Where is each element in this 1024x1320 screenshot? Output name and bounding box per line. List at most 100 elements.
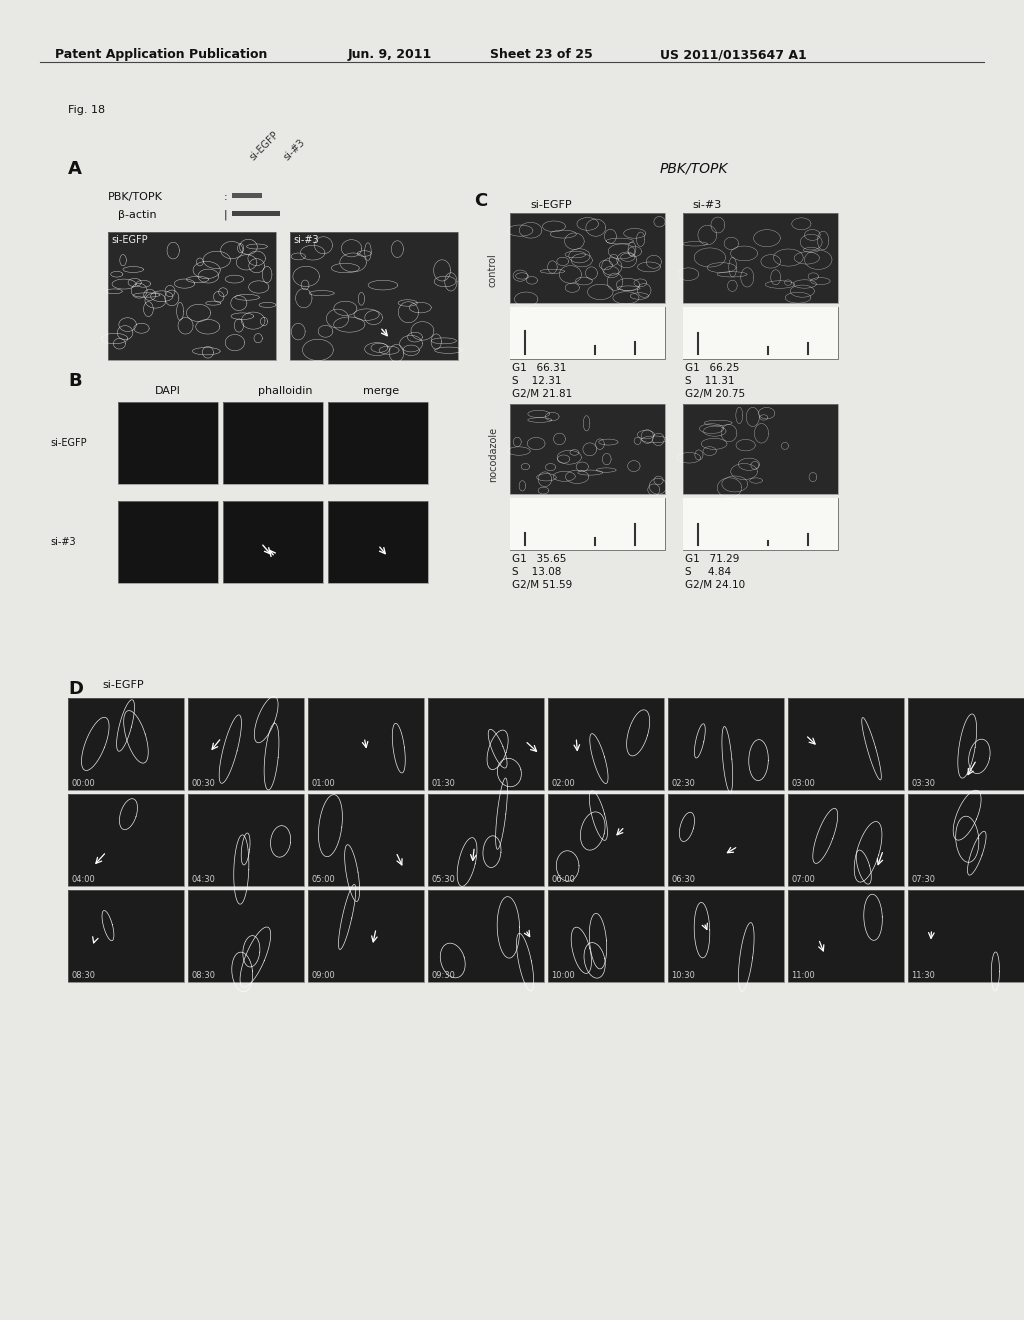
Text: D: D — [68, 680, 83, 698]
Bar — [328, 502, 428, 583]
Text: G1   66.25: G1 66.25 — [685, 363, 739, 374]
Text: G1   66.31: G1 66.31 — [512, 363, 566, 374]
Bar — [108, 232, 276, 360]
Bar — [908, 795, 1024, 886]
Text: 10:30: 10:30 — [671, 972, 695, 979]
Bar — [683, 213, 838, 304]
Bar — [548, 890, 664, 982]
Text: G1   71.29: G1 71.29 — [685, 554, 739, 564]
Text: G2/M 20.75: G2/M 20.75 — [685, 389, 745, 399]
Text: nocodazole: nocodazole — [488, 426, 498, 482]
Text: merge: merge — [362, 385, 399, 396]
Bar — [428, 795, 544, 886]
Bar — [223, 403, 323, 484]
Bar — [510, 308, 665, 359]
Bar — [683, 308, 838, 359]
Text: si-#3: si-#3 — [293, 235, 318, 246]
Text: 10:00: 10:00 — [551, 972, 574, 979]
Text: si-#3: si-#3 — [692, 201, 721, 210]
Bar — [548, 698, 664, 789]
Text: 08:30: 08:30 — [191, 972, 215, 979]
Bar — [118, 502, 218, 583]
Text: G2/M 21.81: G2/M 21.81 — [512, 389, 572, 399]
Text: S    13.08: S 13.08 — [512, 568, 561, 577]
Text: B: B — [68, 372, 82, 389]
Text: β-actin: β-actin — [118, 210, 157, 220]
Bar — [428, 890, 544, 982]
Bar — [908, 698, 1024, 789]
Bar — [223, 403, 323, 484]
Text: Jun. 9, 2011: Jun. 9, 2011 — [348, 48, 432, 61]
Bar — [510, 404, 665, 494]
Bar — [308, 890, 424, 982]
Bar — [548, 698, 664, 789]
Bar — [188, 795, 304, 886]
Text: DAPI: DAPI — [155, 385, 181, 396]
Text: 11:00: 11:00 — [791, 972, 815, 979]
Text: :: : — [224, 191, 227, 202]
Bar — [510, 213, 665, 304]
Text: G2/M 24.10: G2/M 24.10 — [685, 579, 745, 590]
Bar — [548, 795, 664, 886]
Text: si-EGFP: si-EGFP — [102, 680, 143, 690]
Bar — [290, 232, 458, 360]
Text: US 2011/0135647 A1: US 2011/0135647 A1 — [660, 48, 807, 61]
Bar — [108, 232, 276, 360]
Bar — [118, 502, 218, 583]
Bar — [428, 698, 544, 789]
Bar — [428, 890, 544, 982]
Text: 01:30: 01:30 — [431, 779, 455, 788]
Bar — [668, 795, 784, 886]
Bar — [788, 795, 904, 886]
Bar — [788, 795, 904, 886]
Bar — [668, 795, 784, 886]
Text: S     4.84: S 4.84 — [685, 568, 731, 577]
Bar — [290, 232, 458, 360]
Text: control: control — [488, 253, 498, 286]
Bar — [683, 213, 838, 304]
Bar — [548, 890, 664, 982]
Text: Patent Application Publication: Patent Application Publication — [55, 48, 267, 61]
Text: 03:30: 03:30 — [911, 779, 935, 788]
Bar — [308, 795, 424, 886]
Bar — [668, 698, 784, 789]
Bar — [908, 890, 1024, 982]
Text: si-EGFP: si-EGFP — [111, 235, 147, 246]
Text: S    11.31: S 11.31 — [685, 376, 734, 385]
Bar — [548, 795, 664, 886]
Text: phalloidin: phalloidin — [258, 385, 312, 396]
Text: 00:30: 00:30 — [191, 779, 215, 788]
Bar — [308, 795, 424, 886]
Text: Fig. 18: Fig. 18 — [68, 106, 105, 115]
Bar — [118, 403, 218, 484]
Bar — [683, 498, 838, 550]
Text: 07:00: 07:00 — [791, 875, 815, 884]
Text: 02:00: 02:00 — [551, 779, 574, 788]
Bar — [510, 213, 665, 304]
Text: PBK/TOPK: PBK/TOPK — [108, 191, 163, 202]
Text: 06:30: 06:30 — [671, 875, 695, 884]
Bar — [232, 211, 280, 216]
Bar — [510, 404, 665, 494]
Bar — [788, 698, 904, 789]
Text: 07:30: 07:30 — [911, 875, 935, 884]
Bar — [68, 795, 184, 886]
Bar — [308, 698, 424, 789]
Bar — [223, 502, 323, 583]
Bar — [668, 890, 784, 982]
Bar — [328, 403, 428, 484]
Text: C: C — [474, 191, 487, 210]
Bar — [908, 795, 1024, 886]
Text: G2/M 51.59: G2/M 51.59 — [512, 579, 572, 590]
Bar — [428, 795, 544, 886]
Bar — [328, 403, 428, 484]
Bar — [118, 403, 218, 484]
Text: 00:00: 00:00 — [71, 779, 95, 788]
Bar — [683, 498, 838, 550]
Bar — [308, 698, 424, 789]
Bar — [188, 698, 304, 789]
Text: PBK/TOPK: PBK/TOPK — [660, 162, 728, 176]
Bar — [510, 498, 665, 550]
Text: |: | — [224, 210, 227, 220]
Bar — [328, 502, 428, 583]
